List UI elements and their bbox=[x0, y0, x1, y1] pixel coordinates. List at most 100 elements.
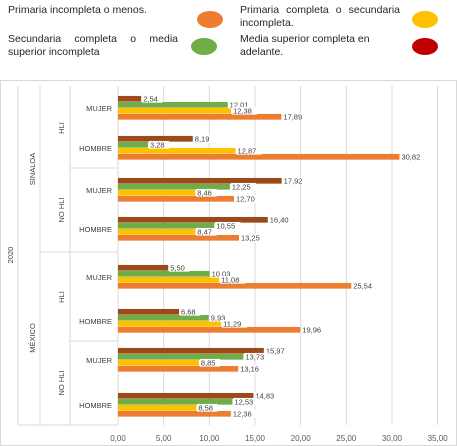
group-label: NO HLI bbox=[57, 370, 66, 395]
data-label: 10,55 bbox=[216, 222, 235, 231]
data-label-bg bbox=[236, 146, 262, 155]
category-label: HOMBRE bbox=[79, 225, 112, 234]
data-label-bg bbox=[282, 176, 308, 185]
category-label: MUJER bbox=[86, 356, 112, 365]
bar bbox=[118, 353, 244, 360]
x-tick-label: 30,00 bbox=[382, 434, 403, 443]
data-label-bg bbox=[220, 275, 246, 284]
data-label: 3,28 bbox=[150, 141, 165, 150]
data-label-bg bbox=[264, 346, 290, 355]
data-label-bg bbox=[244, 352, 270, 361]
data-label-bg bbox=[193, 134, 215, 143]
category-label: HOMBRE bbox=[79, 317, 112, 326]
group-label: HLI bbox=[57, 122, 66, 134]
bar bbox=[118, 347, 264, 354]
data-label: 12,25 bbox=[232, 183, 251, 192]
data-label: 12,53 bbox=[234, 398, 253, 407]
data-label-bg bbox=[301, 325, 327, 334]
data-label-bg bbox=[180, 307, 201, 316]
data-label-bg bbox=[196, 188, 217, 197]
x-tick-label: 10,00 bbox=[199, 434, 220, 443]
data-label-bg bbox=[231, 409, 257, 418]
legend-swatch-media-superior bbox=[412, 38, 438, 55]
bar bbox=[118, 320, 222, 327]
data-label: 8,46 bbox=[197, 189, 212, 198]
data-label: 25,54 bbox=[353, 282, 372, 291]
group-label: HLI bbox=[57, 291, 66, 303]
data-label-bg bbox=[222, 319, 248, 328]
data-label: 10,03 bbox=[212, 270, 231, 279]
bar bbox=[118, 107, 232, 114]
bar bbox=[118, 147, 236, 154]
data-label-bg bbox=[209, 313, 231, 322]
data-label: 12,87 bbox=[238, 147, 257, 156]
legend-label-primaria-completa: Primaria completa o secundaria incomplet… bbox=[240, 4, 400, 29]
region-label: SINALOA bbox=[28, 153, 37, 186]
data-label-bg bbox=[254, 391, 280, 400]
data-label: 8,19 bbox=[195, 135, 210, 144]
data-label-bg bbox=[282, 112, 308, 121]
data-label: 13,16 bbox=[240, 365, 259, 374]
data-label: 17,92 bbox=[284, 177, 303, 186]
data-label-bg bbox=[148, 140, 170, 149]
data-label-bg bbox=[228, 100, 254, 109]
legend-label-secundaria-completa: Secundaria completa o media superior inc… bbox=[8, 33, 178, 58]
bar bbox=[118, 113, 282, 120]
data-label: 5,50 bbox=[170, 264, 185, 273]
legend-label-media-superior: Media superior completa en adelante. bbox=[240, 33, 370, 58]
data-label-bg bbox=[232, 106, 258, 115]
bar bbox=[118, 314, 209, 321]
data-label-bg bbox=[268, 215, 294, 224]
x-tick-label: 20,00 bbox=[291, 434, 312, 443]
data-label: 6,68 bbox=[181, 308, 196, 317]
data-label-bg bbox=[196, 227, 217, 236]
bar bbox=[118, 282, 352, 289]
bar bbox=[118, 392, 254, 399]
data-label-bg bbox=[197, 403, 218, 412]
category-label: HOMBRE bbox=[79, 401, 112, 410]
bar bbox=[118, 410, 231, 417]
legend-swatch-secundaria-completa bbox=[191, 38, 217, 55]
bar bbox=[118, 264, 169, 271]
data-label: 11,08 bbox=[221, 276, 239, 285]
data-label: 12,70 bbox=[236, 195, 255, 204]
bar bbox=[118, 189, 196, 196]
x-tick-label: 25,00 bbox=[336, 434, 357, 443]
x-tick-label: 35,00 bbox=[428, 434, 449, 443]
data-label-bg bbox=[230, 182, 256, 191]
bar bbox=[118, 326, 301, 333]
bar bbox=[118, 95, 142, 102]
bar bbox=[118, 101, 228, 108]
data-label: 15,97 bbox=[266, 347, 285, 356]
data-label-bg bbox=[234, 194, 260, 203]
legend-label-primaria-incompleta: Primaria incompleta o menos. bbox=[8, 4, 147, 16]
legend-swatch-primaria-completa bbox=[412, 11, 438, 28]
region-label: MÉXICO bbox=[28, 323, 37, 353]
data-label: 13,25 bbox=[241, 234, 260, 243]
data-label: 13,73 bbox=[245, 353, 264, 362]
category-label: MUJER bbox=[86, 104, 112, 113]
category-label: HOMBRE bbox=[79, 144, 112, 153]
data-label-bg bbox=[199, 358, 221, 367]
x-tick-label: 0,00 bbox=[110, 434, 126, 443]
bar bbox=[118, 276, 220, 283]
data-label: 19,96 bbox=[302, 326, 321, 335]
data-label-bg bbox=[400, 152, 426, 161]
data-label: 2,54 bbox=[143, 95, 158, 104]
data-label: 8,85 bbox=[201, 359, 216, 368]
data-label: 11,29 bbox=[223, 320, 241, 329]
bar bbox=[118, 270, 210, 277]
bar bbox=[118, 222, 215, 229]
data-label: 30,82 bbox=[401, 153, 420, 162]
bar bbox=[118, 183, 230, 190]
data-label: 17,89 bbox=[283, 113, 302, 122]
bar bbox=[118, 177, 282, 184]
data-label-bg bbox=[169, 263, 190, 272]
bar bbox=[118, 404, 197, 411]
bar bbox=[118, 359, 199, 366]
bar bbox=[118, 228, 196, 235]
data-label: 16,40 bbox=[270, 216, 289, 225]
category-label: MUJER bbox=[86, 273, 112, 282]
data-label-bg bbox=[240, 233, 266, 242]
data-label: 8,47 bbox=[197, 228, 212, 237]
